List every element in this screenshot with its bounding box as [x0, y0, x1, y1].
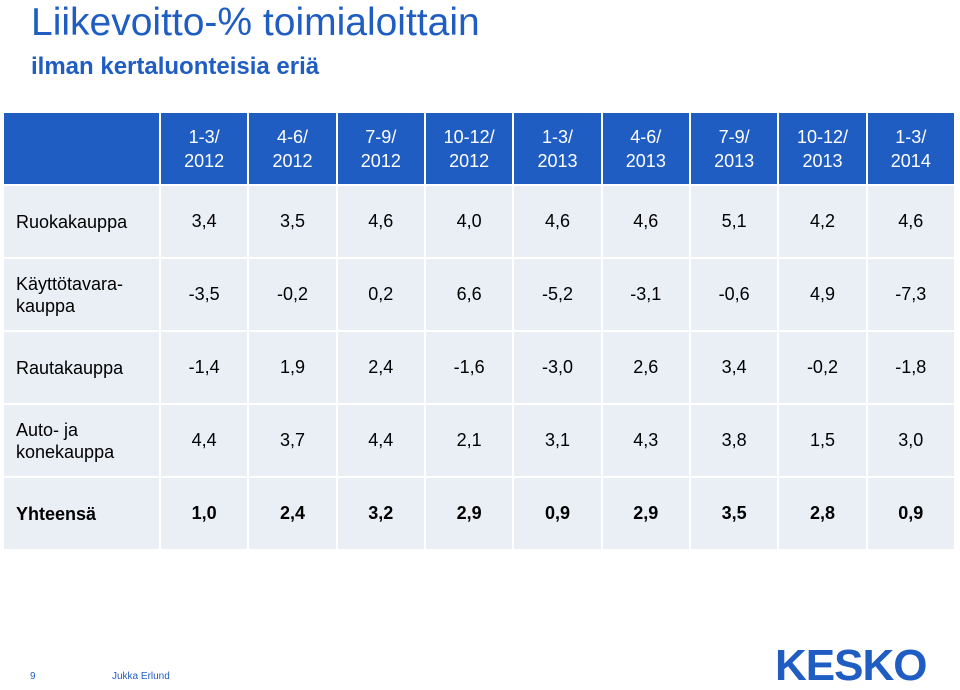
table-row: Rautakauppa -1,4 1,9 2,4 -1,6 -3,0 2,6 3… [4, 332, 954, 403]
table-cell: 2,4 [249, 478, 336, 549]
profit-table: 1-3/2012 4-6/2012 7-9/2012 10-12/2012 1-… [2, 111, 956, 551]
header-row: 1-3/2012 4-6/2012 7-9/2012 10-12/2012 1-… [4, 113, 954, 184]
column-header: 10-12/2012 [425, 113, 513, 184]
table-cell: 4,4 [337, 405, 424, 476]
table-row: Käyttötavara-kauppa -3,5 -0,2 0,2 6,6 -5… [4, 259, 954, 330]
table-cell: 3,4 [161, 186, 248, 257]
column-header: 7-9/2013 [690, 113, 778, 184]
table-cell: 4,6 [514, 186, 601, 257]
page-number: 9 [30, 671, 36, 682]
table-cell: 4,2 [779, 186, 866, 257]
table-cell: 4,4 [161, 405, 248, 476]
table-cell: 3,7 [249, 405, 336, 476]
table-cell: 2,1 [425, 405, 513, 476]
table-row: Ruokakauppa 3,4 3,5 4,6 4,0 4,6 4,6 5,1 … [4, 186, 954, 257]
row-label: Käyttötavara-kauppa [4, 259, 159, 330]
table-cell: 0,9 [867, 478, 954, 549]
table-cell: 2,4 [337, 332, 424, 403]
table-cell: -3,5 [161, 259, 248, 330]
table-cell: 4,9 [779, 259, 866, 330]
table-cell: 5,1 [690, 186, 778, 257]
table-row: Auto- ja konekauppa 4,4 3,7 4,4 2,1 3,1 4… [4, 405, 954, 476]
table-cell: 4,6 [867, 186, 954, 257]
table-cell: 6,6 [425, 259, 513, 330]
column-header: 4-6/2013 [602, 113, 689, 184]
column-header: 1-3/2014 [867, 113, 954, 184]
table-cell: 3,5 [249, 186, 336, 257]
table-cell: 4,6 [602, 186, 689, 257]
header-corner-cell [4, 113, 159, 184]
table-cell: 2,9 [602, 478, 689, 549]
table-cell: 4,3 [602, 405, 689, 476]
table-cell: 3,5 [690, 478, 778, 549]
footer-author: Jukka Erlund [112, 671, 170, 682]
column-header: 1-3/2013 [514, 113, 601, 184]
table-cell: 3,2 [337, 478, 424, 549]
table-cell: 4,0 [425, 186, 513, 257]
table-cell: -1,6 [425, 332, 513, 403]
column-header: 4-6/2012 [249, 113, 336, 184]
table-cell: 2,6 [602, 332, 689, 403]
table-cell: -3,0 [514, 332, 601, 403]
kesko-logo: KESKO [775, 641, 927, 690]
column-header: 7-9/2012 [337, 113, 424, 184]
column-header: 1-3/2012 [161, 113, 248, 184]
table-cell: 4,6 [337, 186, 424, 257]
table-cell: -3,1 [602, 259, 689, 330]
table-cell: 0,2 [337, 259, 424, 330]
table-cell: -1,4 [161, 332, 248, 403]
table-cell: 1,9 [249, 332, 336, 403]
table-cell: 3,8 [690, 405, 778, 476]
slide-title: Liikevoitto-% toimialoittain [31, 1, 480, 44]
table-cell: -0,2 [779, 332, 866, 403]
table-cell: -0,2 [249, 259, 336, 330]
total-row: Yhteensä 1,0 2,4 3,2 2,9 0,9 2,9 3,5 2,8… [4, 478, 954, 549]
row-label: Auto- ja konekauppa [4, 405, 159, 476]
table-cell: 2,9 [425, 478, 513, 549]
table-cell: 3,1 [514, 405, 601, 476]
table-cell: 2,8 [779, 478, 866, 549]
table-cell: -0,6 [690, 259, 778, 330]
table-cell: 3,0 [867, 405, 954, 476]
row-label: Yhteensä [4, 478, 159, 549]
table-cell: 0,9 [514, 478, 601, 549]
table-cell: 1,5 [779, 405, 866, 476]
table-cell: -5,2 [514, 259, 601, 330]
table-cell: 1,0 [161, 478, 248, 549]
table-cell: 3,4 [690, 332, 778, 403]
slide-subtitle: ilman kertaluonteisia eriä [31, 53, 320, 80]
table-cell: -1,8 [867, 332, 954, 403]
row-label: Ruokakauppa [4, 186, 159, 257]
row-label: Rautakauppa [4, 332, 159, 403]
column-header: 10-12/2013 [779, 113, 866, 184]
table-cell: -7,3 [867, 259, 954, 330]
